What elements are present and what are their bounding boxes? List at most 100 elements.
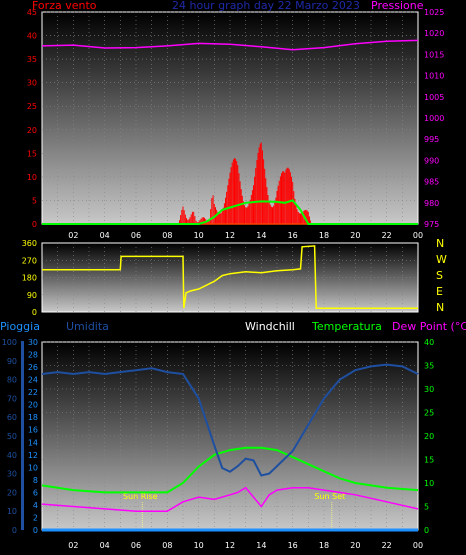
temperature-tick-label: 15 [424, 456, 434, 465]
temperature-tick-label: 30 [424, 385, 434, 394]
rain-tick-label: 12 [28, 451, 38, 460]
rain-tick-label: 6 [33, 488, 38, 497]
legend-entry: Umidita [66, 320, 109, 333]
rain-tick-label: 22 [28, 388, 38, 397]
pressure-tick-label: 1015 [424, 50, 444, 59]
wind-tick-label: 10 [27, 173, 37, 182]
humidity-tick-label: 70 [7, 394, 17, 403]
compass-label: E [436, 285, 443, 298]
panel-wind-pressure: 0510152025303540459759809859909951000100… [27, 0, 445, 240]
x-tick-label: 18 [319, 231, 329, 240]
temperature-tick-label: 35 [424, 362, 434, 371]
temperature-tick-label: 0 [424, 526, 429, 535]
rain-tick-label: 14 [28, 438, 38, 447]
pressure-axis-label: Pressione [371, 0, 424, 12]
humidity-tick-label: 100 [2, 338, 17, 347]
legend-entry: Dew Point (°C) [392, 320, 466, 333]
pressure-tick-label: 1005 [424, 93, 444, 102]
x-tick-label: 14 [256, 231, 266, 240]
series-dew-point [41, 486, 419, 512]
humidity-tick-label: 40 [7, 451, 17, 460]
legend-entry: Temperatura [311, 320, 382, 333]
wind-tick-label: 15 [27, 149, 37, 158]
pressure-tick-label: 1000 [424, 114, 444, 123]
x-tick-label: 06 [131, 541, 141, 550]
humidity-tick-label: 80 [7, 376, 17, 385]
temperature-tick-label: 25 [424, 409, 434, 418]
humidity-tick-label: 0 [12, 526, 17, 535]
x-tick-label: 02 [68, 541, 78, 550]
x-tick-label: 20 [350, 541, 360, 550]
pressure-tick-label: 1020 [424, 29, 444, 38]
compass-label: N [436, 301, 444, 314]
compass-label: N [436, 237, 444, 250]
x-tick-label: 02 [68, 231, 78, 240]
x-tick-label: 16 [288, 541, 298, 550]
x-tick-label: 04 [100, 541, 110, 550]
direction-tick-label: 180 [22, 274, 37, 283]
temperature-tick-label: 5 [424, 503, 429, 512]
x-tick-label: 04 [100, 231, 110, 240]
x-tick-label: 00 [413, 541, 423, 550]
temperature-tick-label: 20 [424, 432, 434, 441]
wind-tick-label: 45 [27, 8, 37, 17]
chart-title: 24 hour graph day 22 Marzo 2023 [172, 0, 360, 12]
x-tick-label: 14 [256, 541, 266, 550]
wind-tick-label: 40 [27, 32, 37, 41]
compass-label: S [436, 269, 443, 282]
x-tick-label: 12 [225, 231, 235, 240]
wind-tick-label: 30 [27, 79, 37, 88]
panel-2-grid [42, 243, 418, 312]
rain-tick-label: 10 [28, 463, 38, 472]
rain-tick-label: 18 [28, 413, 38, 422]
direction-tick-label: 360 [22, 239, 37, 248]
series-gust [179, 142, 311, 224]
humidity-tick-label: 60 [7, 413, 17, 422]
series-humidity [41, 363, 419, 477]
x-tick-label: 06 [131, 231, 141, 240]
panel-1-series [41, 39, 419, 225]
x-tick-label: 10 [194, 541, 204, 550]
humidity-tick-label: 30 [7, 470, 17, 479]
humidity-tick-label: 90 [7, 357, 17, 366]
wind-axis-label: Forza vento [32, 0, 97, 12]
x-tick-label: 00 [413, 231, 423, 240]
panel-3-legend: Pioggia Umidita Windchill Temperatura Dew Po… [0, 320, 466, 333]
x-tick-label: 10 [194, 231, 204, 240]
wind-tick-label: 35 [27, 55, 37, 64]
direction-tick-label: 0 [32, 308, 37, 317]
pressure-tick-label: 990 [424, 156, 439, 165]
panel-3-ticks: 0102030405060708090100024681012141618202… [2, 338, 434, 550]
humidity-tick-label: 50 [7, 432, 17, 441]
wind-tick-label: 0 [32, 220, 37, 229]
pressure-tick-label: 1010 [424, 72, 444, 81]
rain-tick-label: 4 [33, 501, 38, 510]
x-tick-label: 22 [382, 541, 392, 550]
x-tick-label: 08 [162, 231, 172, 240]
wind-tick-label: 20 [27, 126, 37, 135]
rain-tick-label: 0 [33, 526, 38, 535]
x-tick-label: 18 [319, 541, 329, 550]
legend-entry: Windchill [245, 320, 295, 333]
pressure-tick-label: 975 [424, 220, 439, 229]
panel-1-ticks: 0510152025303540459759809859909951000100… [27, 8, 445, 240]
temperature-tick-label: 10 [424, 479, 434, 488]
panel-humidity-temperature: Sun Rise Sun Set 010203040506070809010002… [0, 320, 466, 550]
series-pressure [41, 39, 419, 51]
sun-set-label: Sun Set [314, 492, 345, 501]
pressure-tick-label: 985 [424, 178, 439, 187]
series-temperature [41, 446, 419, 494]
rain-tick-label: 30 [28, 338, 38, 347]
x-tick-label: 22 [382, 231, 392, 240]
rain-tick-label: 24 [28, 376, 38, 385]
series-wind-average [42, 199, 418, 225]
panel-2-series [42, 245, 418, 309]
humidity-tick-label: 20 [7, 488, 17, 497]
sun-rise-label: Sun Rise [123, 492, 158, 501]
x-tick-label: 12 [225, 541, 235, 550]
series-wind-direction [42, 245, 418, 309]
direction-tick-label: 90 [27, 291, 37, 300]
